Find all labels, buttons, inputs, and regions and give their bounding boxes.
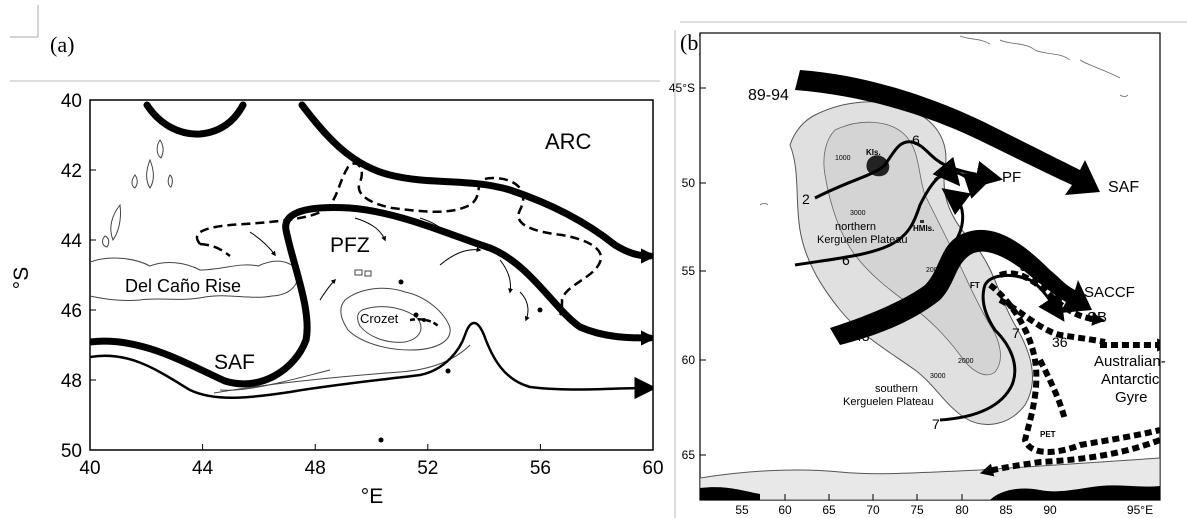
y-tick: 50 [61,441,82,462]
contour-3000a: 3000 [850,210,866,217]
pf-label: PF [1002,169,1021,186]
ft-label: FT [970,281,980,290]
hmis-label: HMIs. [913,224,934,233]
southern-kp-label-1: southern [875,383,918,395]
transport-43: 43 [854,328,870,344]
front-lines [90,101,653,388]
crozet-label: Crozet [360,311,399,326]
panel-b-y-tick-labels: 45°S 50 55 60 65 [669,81,695,462]
contour-1000: 1000 [835,155,851,162]
arc-front-line [298,101,653,264]
x-tick: 40 [79,458,100,479]
x-tick: 48 [305,458,326,479]
dashed-current-arrows [979,270,1160,477]
kis-label: KIs. [866,148,881,157]
pfz-label: PFZ [330,234,370,257]
x-tick: 52 [417,458,438,479]
panel-b-ticks [700,87,1141,500]
transport-36: 36 [1052,334,1068,350]
transport-89-94-label: 89-94 [748,87,789,104]
y-tick: 40 [61,91,82,112]
x-tick: 70 [866,503,880,517]
x-tick: 56 [530,458,551,479]
saccf-transport-arrow [830,229,1092,345]
y-tick: 46 [61,301,82,322]
x-axis-label: °E [361,485,383,508]
panel-a-map [90,101,653,443]
panel-a-ticks [89,99,654,451]
dashed-front-line [195,162,603,316]
x-tick: 85 [999,503,1013,517]
contour-3000b: 3000 [930,373,946,380]
y-axis-label: °S [10,267,33,289]
heard-island [920,220,924,223]
y-tick: 48 [61,371,82,392]
saccf-label: SACCF [1084,284,1135,301]
y-tick: 45°S [669,81,695,95]
transport-2: 2 [802,191,810,207]
y-tick: 50 [682,176,696,190]
x-tick: 60 [778,503,792,517]
saf-north-loop-line [143,101,247,138]
x-tick: 95°E [1127,503,1153,517]
x-tick: 65 [822,503,836,517]
panel-a: (a) [10,32,664,508]
crozet-dashed-line [409,318,439,327]
transport-7b: 7 [932,416,940,432]
x-tick: 80 [955,503,969,517]
x-tick: 60 [642,458,663,479]
aag-label-3: Gyre [1115,389,1148,406]
x-tick: 75 [910,503,924,517]
pet-label: PET [1040,430,1056,439]
y-tick: 44 [61,231,83,252]
antarctic-shelf [700,457,1160,500]
x-tick: 55 [735,503,749,517]
southern-kp-label-2: Kerguelen Plateau [843,396,934,408]
plateau-inner [823,121,1001,376]
panel-b-x-tick-labels: 55 60 65 70 75 80 85 90 95°E [735,503,1153,517]
saf-transport-arrow [795,70,1100,195]
southern-front-line [90,321,653,400]
crop-marks [10,5,1187,518]
antarctic-continent [700,485,1160,500]
saf-front-line [90,203,653,388]
islands [378,279,543,443]
y-tick: 42 [61,161,82,182]
y-tick: 55 [682,264,696,278]
northern-islands [759,35,1129,206]
contour-2000a: 2000 [926,267,942,274]
x-tick: 44 [192,458,214,479]
panel-a-label: (a) [50,32,74,57]
x-tick: 90 [1043,503,1057,517]
flow-arrows [249,217,530,322]
del-cano-label: Del Caño Rise [125,276,241,296]
cs-label: CS [1020,264,1032,273]
northern-kp-label-2: Kerguelen Plateau [817,234,908,246]
transport-7a: 7 [1012,325,1020,341]
thin-current-arrows [794,140,1065,422]
panel-b-map [700,35,1160,500]
transport-6a: 6 [912,132,920,148]
panel-a-x-tick-labels: 40 44 48 52 56 60 [79,458,663,479]
saf-label: SAF [214,351,255,374]
panel-b-labels: 89-94 SAF PF SACCF SB Australian- Antarc… [748,87,1166,439]
aag-label-1: Australian- [1094,353,1166,370]
panel-a-y-tick-labels: 40 42 44 46 48 50 [61,91,83,462]
panel-b: (b) [669,30,1166,517]
y-tick: 65 [682,448,696,462]
sb-label: SB [1087,309,1107,326]
saf-b-label: SAF [1108,179,1139,196]
arc-label: ARC [545,129,592,154]
aag-label-2: Antarctic [1101,371,1160,388]
northern-kp-label-1: northern [835,221,876,233]
y-tick: 60 [682,353,696,367]
transport-6b: 6 [842,252,850,268]
kerguelen-island [866,155,890,177]
contour-2000b: 2000 [958,358,974,365]
